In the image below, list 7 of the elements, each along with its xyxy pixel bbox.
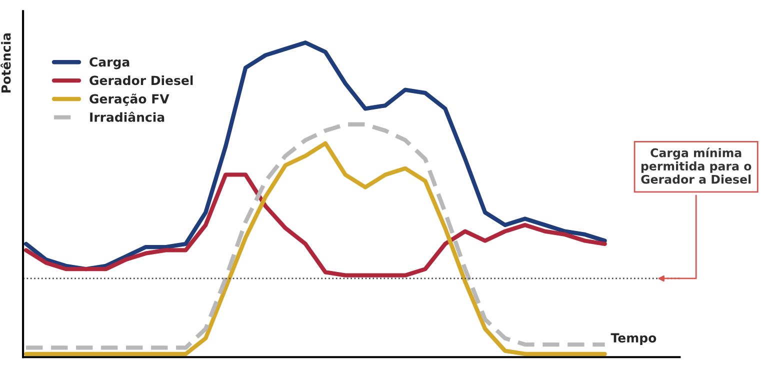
legend-label: Carga: [90, 57, 130, 70]
y-axis-title: Potência: [0, 33, 11, 93]
x-axis-title: Tempo: [610, 333, 656, 345]
legend-label: Gerador Diesel: [90, 75, 193, 86]
legend-label: Irradiância: [90, 112, 164, 122]
ref-line-label: Carga mínima permitida para o Gerador a Diesel: [641, 148, 752, 184]
legend-label: Geração FV: [90, 94, 170, 106]
